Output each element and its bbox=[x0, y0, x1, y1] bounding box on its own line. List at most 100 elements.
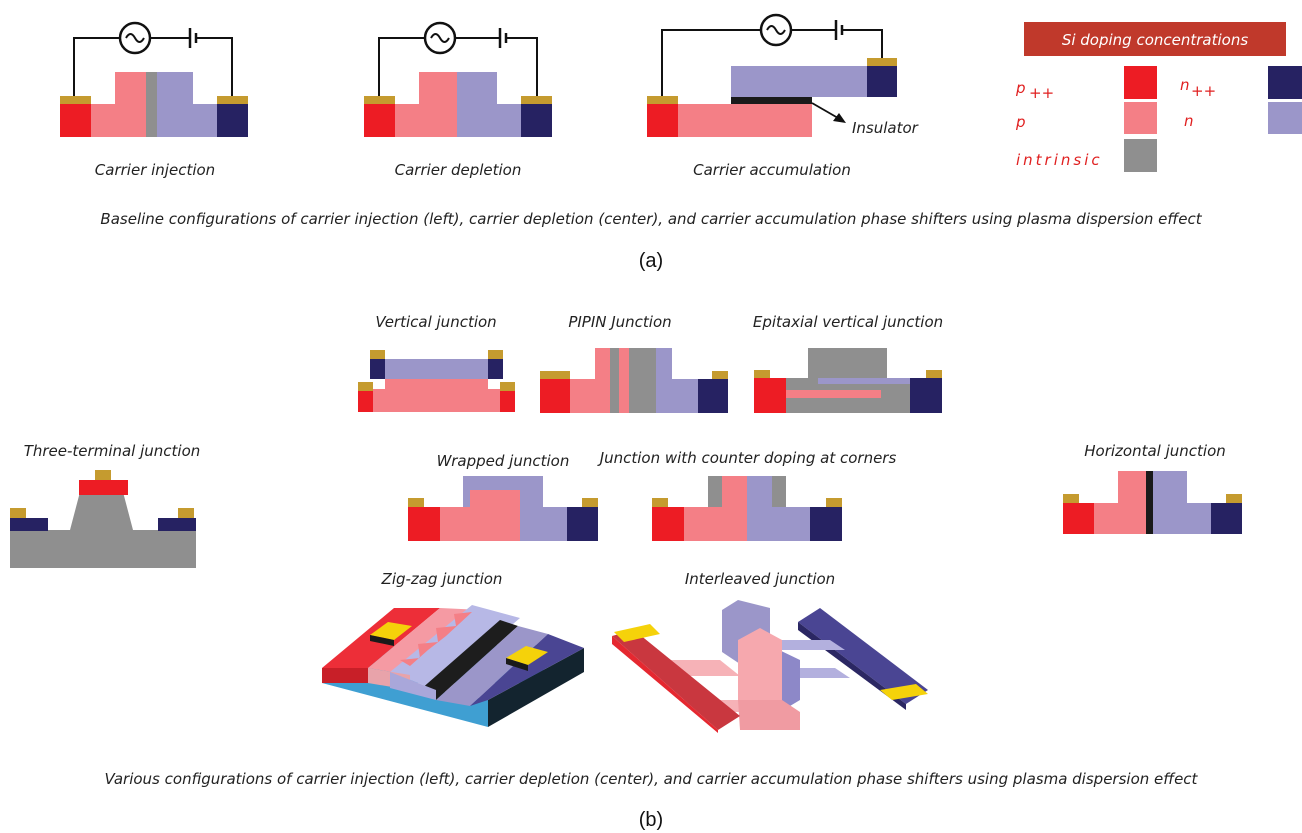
region-p-plus-plus bbox=[1063, 503, 1094, 534]
region-n-plus-plus bbox=[158, 518, 196, 531]
label-three-terminal-junction: Three-terminal junction bbox=[24, 442, 201, 460]
region-p bbox=[440, 507, 470, 541]
legend-title: Si doping concentrations bbox=[1062, 31, 1249, 49]
contact-pad bbox=[826, 498, 842, 507]
region-p-plus-plus bbox=[500, 391, 515, 412]
region-n-plus-plus bbox=[1211, 503, 1242, 534]
region-p-plus-plus bbox=[408, 507, 440, 541]
insulator-strip bbox=[420, 620, 518, 700]
legend-header bbox=[1024, 22, 1286, 56]
contact-pad bbox=[926, 370, 942, 378]
sublabel-b: (b) bbox=[639, 809, 663, 831]
contact-pad bbox=[95, 470, 111, 480]
zigzag-teeth bbox=[400, 612, 472, 666]
region-p-plus-plus bbox=[60, 104, 91, 137]
legend-sub-n-plus-plus: ++ bbox=[1191, 82, 1216, 100]
circuit-wire bbox=[661, 29, 761, 96]
label-horizontal-junction: Horizontal junction bbox=[1084, 442, 1226, 460]
ac-source-icon bbox=[118, 21, 152, 55]
pipin-junction-diagram bbox=[540, 348, 728, 413]
region-n-plus-plus bbox=[798, 608, 928, 704]
region-p bbox=[738, 628, 782, 712]
region-p-plus-plus bbox=[647, 104, 678, 137]
contact-pad bbox=[712, 371, 728, 379]
region-intrinsic bbox=[146, 72, 157, 137]
battery-icon bbox=[188, 28, 198, 48]
region-p bbox=[619, 348, 629, 413]
circuit-wire bbox=[196, 37, 233, 96]
label-carrier-depletion: Carrier depletion bbox=[395, 161, 522, 179]
contact-pad bbox=[647, 96, 678, 104]
region-n-plus-plus bbox=[810, 507, 842, 541]
region-p bbox=[115, 72, 146, 137]
carrier-accumulation-diagram bbox=[647, 13, 897, 137]
region-n-plus-plus bbox=[521, 104, 552, 137]
contact-pad bbox=[867, 58, 897, 66]
contact-pad bbox=[1226, 494, 1242, 503]
contact-pad bbox=[754, 370, 770, 378]
region-p bbox=[722, 476, 747, 541]
region-p-plus-plus bbox=[79, 480, 128, 495]
contact-pad bbox=[582, 498, 598, 507]
zigzag-junction-diagram bbox=[322, 605, 584, 727]
region-n bbox=[1187, 503, 1211, 534]
label-interleaved-junction: Interleaved junction bbox=[685, 570, 835, 588]
region-n bbox=[193, 104, 217, 137]
contact-pad bbox=[506, 646, 548, 665]
contact-pad bbox=[10, 508, 26, 518]
region-n bbox=[772, 507, 810, 541]
region-p-plus-plus bbox=[364, 104, 395, 137]
sublabel-a: (a) bbox=[639, 250, 663, 272]
contact-pad bbox=[217, 96, 248, 104]
battery-icon bbox=[834, 20, 844, 40]
region-p bbox=[91, 104, 115, 137]
region-n-plus-plus bbox=[217, 104, 248, 137]
region-p bbox=[678, 104, 812, 137]
region-p bbox=[395, 104, 419, 137]
label-zigzag-junction: Zig-zag junction bbox=[381, 570, 503, 588]
epitaxial-junction-diagram bbox=[754, 348, 942, 413]
three-terminal-junction-diagram bbox=[10, 470, 196, 568]
contact-pad bbox=[358, 382, 373, 391]
label-epitaxial-junction: Epitaxial vertical junction bbox=[753, 313, 943, 331]
contact-pad bbox=[521, 96, 552, 104]
interleaved-junction-diagram bbox=[612, 600, 928, 733]
contact-pad bbox=[1063, 494, 1079, 503]
region-n bbox=[497, 104, 521, 137]
contact-pad bbox=[614, 624, 660, 642]
region-intrinsic bbox=[629, 348, 656, 413]
region-n bbox=[390, 605, 520, 690]
region-p bbox=[684, 507, 722, 541]
region-p bbox=[786, 390, 881, 398]
region-n-plus-plus bbox=[567, 507, 598, 541]
region-p bbox=[419, 72, 457, 137]
vertical-junction-diagram bbox=[358, 350, 515, 412]
region-p bbox=[373, 389, 500, 412]
legend-label-p-plus-plus: p bbox=[1015, 79, 1026, 97]
insulator-layer bbox=[731, 97, 812, 104]
region-n-plus-plus bbox=[10, 518, 48, 531]
contact-pad bbox=[370, 350, 385, 359]
label-carrier-injection: Carrier injection bbox=[95, 161, 215, 179]
region-p-plus-plus bbox=[652, 507, 684, 541]
region-p bbox=[570, 379, 595, 413]
circuit-wire bbox=[73, 37, 120, 96]
swatch-intrinsic bbox=[1124, 139, 1157, 172]
region-n bbox=[731, 66, 867, 97]
circuit-wire bbox=[506, 37, 538, 96]
region-p-plus-plus bbox=[612, 630, 740, 730]
region-n-plus-plus bbox=[910, 378, 942, 413]
region-n bbox=[818, 378, 910, 384]
contact-pad bbox=[488, 350, 503, 359]
label-counter-doping-junction: Junction with counter doping at corners bbox=[597, 449, 897, 467]
region-n bbox=[672, 379, 698, 413]
region-p bbox=[385, 379, 488, 389]
region-n bbox=[157, 72, 193, 137]
ac-source-icon bbox=[423, 21, 457, 55]
swatch-p bbox=[1124, 102, 1157, 134]
region-n-plus-plus bbox=[488, 359, 503, 379]
contact-pad-side bbox=[370, 635, 394, 646]
contact-pad bbox=[408, 498, 424, 507]
contact-pad bbox=[60, 96, 91, 104]
